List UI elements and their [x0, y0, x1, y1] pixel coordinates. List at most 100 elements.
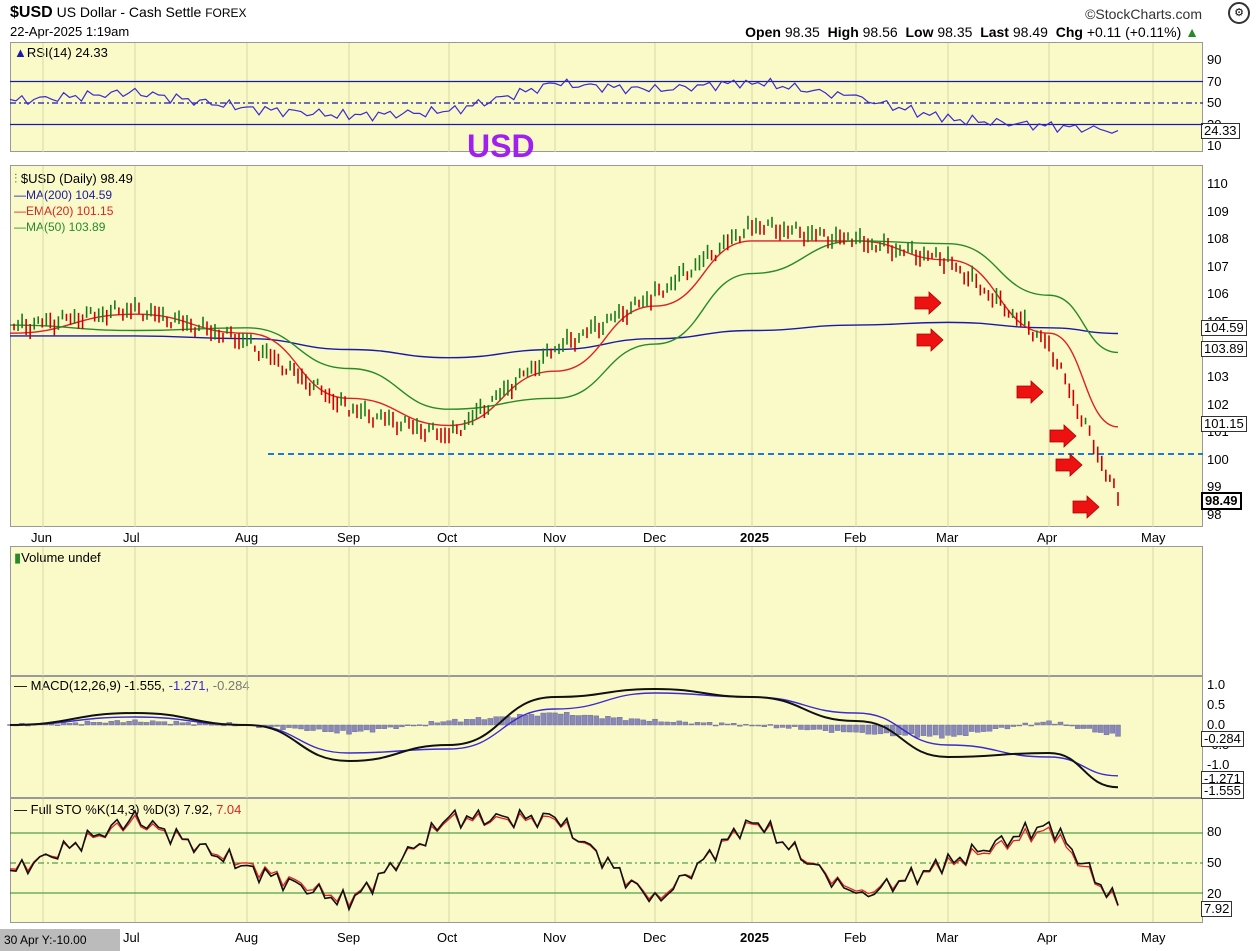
macd-histogram-bar [280, 724, 286, 730]
macd-histogram-bar [828, 724, 835, 733]
macd-histogram-bar [155, 721, 162, 726]
macd-histogram-bar [712, 724, 719, 727]
macd-histogram-bar [700, 722, 707, 726]
macd-histogram-bar [575, 715, 582, 726]
macd-histogram-bar [670, 721, 676, 726]
y-tick-label: 90 [1207, 52, 1222, 67]
exchange: FOREX [205, 6, 247, 20]
y-tick-label: 107 [1207, 258, 1229, 274]
macd-histogram-bar [773, 724, 780, 729]
macd-histogram-bar [749, 724, 755, 727]
macd-histogram-bar [605, 716, 611, 726]
macd-histogram-bar [387, 724, 393, 728]
macd-histogram-bar [694, 722, 701, 726]
macd-histogram-bar [804, 724, 810, 731]
macd-histogram-bar [78, 724, 85, 726]
macd-histogram-bar [114, 720, 120, 726]
y-tick-label: 109 [1207, 203, 1229, 219]
y-tick-label: 50 [1207, 95, 1222, 110]
macd-histogram-bar [718, 722, 725, 726]
macd-histogram-bar [1052, 723, 1058, 726]
macd-histogram-bar [399, 724, 405, 728]
macd-histogram-bar [298, 724, 304, 730]
x-tick-label: Aug [235, 930, 259, 945]
macd-line [9, 687, 1119, 789]
macd-histogram-bar [381, 724, 387, 729]
macd-histogram-bar [1034, 722, 1040, 726]
macd-histogram-bar [945, 724, 951, 736]
macd-histogram-bar [731, 723, 737, 726]
macd-histogram-bar [179, 722, 185, 726]
y-tick-label: 106 [1207, 286, 1229, 302]
macd-histogram-bar [84, 720, 91, 726]
y-tick-label: 100 [1207, 451, 1229, 467]
macd-histogram-bar [346, 724, 352, 735]
x-tick-label: Dec [643, 930, 667, 945]
macd-histogram-bar [138, 721, 144, 726]
macd-histogram-bar [334, 724, 340, 734]
macd-histogram-bar [926, 724, 933, 737]
rsi-legend: ▲RSI(14) 24.33 [14, 45, 108, 60]
macd-histogram-bar [908, 724, 914, 734]
macd-histogram-bar [564, 711, 570, 726]
quote-bar: Open 98.35 High 98.56 Low 98.35 Last 98.… [745, 24, 1199, 40]
macd-histogram-bar [767, 724, 774, 726]
x-tick-label: Feb [844, 930, 867, 945]
x-tick-label: Oct [437, 930, 458, 945]
volume-panel [10, 546, 1203, 676]
macd-histogram-bar [363, 724, 370, 731]
x-tick-label: Jun [31, 530, 52, 545]
macd-histogram-bar [310, 724, 316, 731]
macd-histogram-bar [779, 724, 786, 728]
macd-legend: — MACD(12,26,9) -1.555, -1.271, -0.284 [14, 678, 250, 693]
macd-histogram-bar [132, 719, 138, 726]
y-tick-label: 108 [1207, 231, 1229, 247]
macd-histogram-bar [1010, 724, 1017, 727]
macd-histogram-bar [617, 717, 623, 726]
x-tick-label: Dec [643, 530, 667, 545]
y-tick-label: 98 [1207, 507, 1222, 522]
macd-histogram-bar [369, 724, 376, 733]
y-tick-label: 20 [1207, 886, 1222, 901]
macd-histogram-bar [185, 722, 191, 726]
macd-histogram-bar [1046, 720, 1052, 726]
x-tick-label: Jul [123, 930, 140, 945]
macd-histogram-bar [161, 721, 168, 726]
macd-histogram-bar [144, 722, 150, 726]
macd-histogram-bar [1016, 724, 1022, 727]
y-tick-label: 103 [1207, 369, 1229, 385]
macd-histogram-bar [599, 718, 605, 726]
x-tick-label: May [1141, 930, 1166, 945]
y-tick-label: 0.5 [1207, 697, 1226, 712]
y-tick-label: 0.0 [1207, 717, 1226, 732]
macd-histogram-bar [896, 724, 902, 735]
macd-histogram-bar [458, 721, 464, 726]
macd-histogram-bar [375, 724, 382, 729]
price-legend-main: ⫶ $USD (Daily) 98.49 [14, 171, 133, 186]
macd-histogram-bar [1086, 724, 1092, 729]
macd-histogram-bar [786, 724, 792, 729]
x-tick-label: 2025 [740, 530, 769, 545]
last-price-tag: 98.49 [1201, 492, 1242, 510]
red-arrow-icon [1049, 424, 1077, 448]
sto-k-line [9, 808, 1119, 912]
settings-icon[interactable]: ⚙ [1228, 2, 1250, 24]
macd-histogram-bar [652, 718, 658, 726]
chart-title: $USD US Dollar - Cash Settle FOREX [10, 4, 247, 22]
legend-ema20: —EMA(20) 101.15 [14, 204, 114, 218]
red-arrow-icon [1055, 453, 1083, 477]
macd-histogram-bar [108, 721, 114, 726]
macd-histogram-bar [304, 724, 310, 731]
macd-histogram-bar [761, 724, 767, 728]
macd-histogram-bar [1080, 724, 1087, 729]
macd-histogram-bar [933, 724, 939, 736]
y-tick-label: 102 [1207, 396, 1229, 412]
macd-histogram-bar [126, 721, 132, 726]
macd-hist-tag: -0.284 [1201, 731, 1244, 747]
macd-histogram-bar [197, 722, 203, 726]
macd-panel [10, 676, 1203, 798]
macd-histogram-bar [755, 724, 761, 727]
macd-line-tag: -1.555 [1201, 783, 1244, 799]
x-tick-label: Nov [543, 930, 567, 945]
